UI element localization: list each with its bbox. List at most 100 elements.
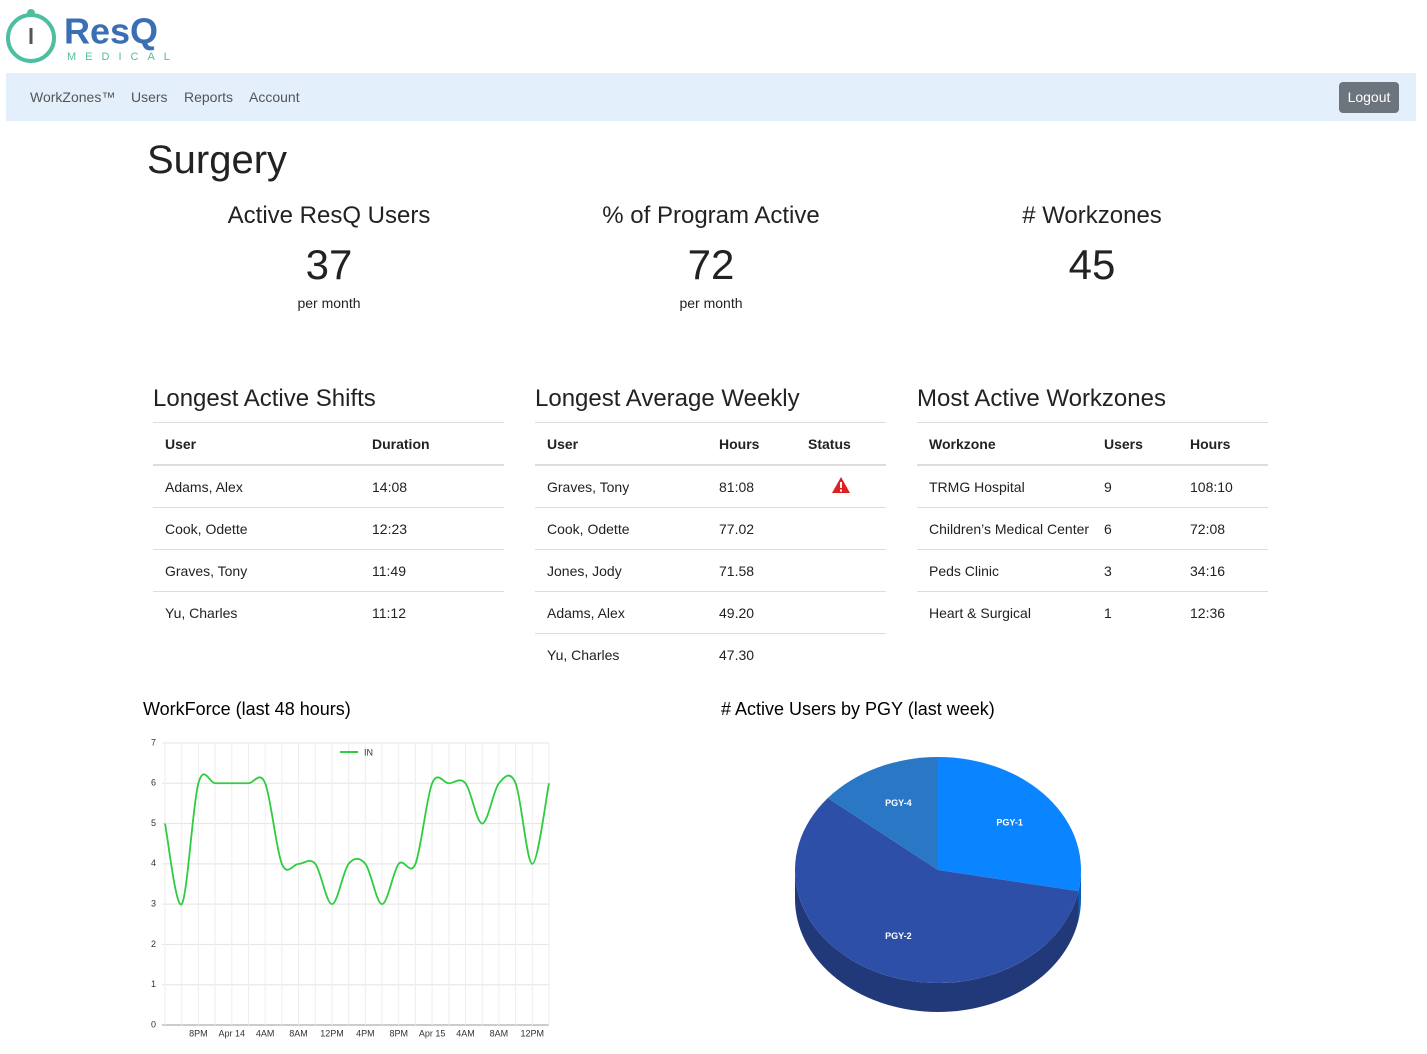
table-cell: Yu, Charles <box>165 604 238 621</box>
page-title: Surgery <box>147 138 288 182</box>
table-cell: Children’s Medical Center <box>929 520 1090 537</box>
column-header: Workzone <box>929 435 996 452</box>
x-tick-label: 12PM <box>521 1028 545 1038</box>
pie-slice <box>938 757 1081 892</box>
column-header: Status <box>808 435 851 452</box>
table-cell: 12:23 <box>372 520 408 537</box>
logo-icon <box>27 9 35 17</box>
table-cell: 9 <box>1104 478 1112 495</box>
x-tick-label: 12PM <box>320 1028 344 1038</box>
table-cell: Adams, Alex <box>547 604 625 621</box>
stat-unit: per month <box>679 295 743 311</box>
y-tick-label: 4 <box>151 858 156 868</box>
table-cell: 12:36 <box>1190 604 1226 621</box>
y-tick-label: 7 <box>151 737 156 747</box>
column-header: Hours <box>719 435 760 452</box>
logo: ResQ MEDICAL <box>6 9 170 63</box>
x-tick-label: 4AM <box>256 1028 275 1038</box>
y-tick-label: 5 <box>151 818 156 828</box>
table-title: Longest Average Weekly <box>535 385 886 423</box>
table-cell: 11:12 <box>372 604 406 621</box>
table-cell: Jones, Jody <box>547 562 622 579</box>
column-header: User <box>547 435 579 452</box>
column-header: Duration <box>372 435 430 452</box>
data-table: Longest Average Weekly User Hours Status Gra… <box>535 385 886 675</box>
table-row: Children’s Medical Center 6 72:08 <box>917 508 1268 550</box>
line-series <box>164 773 550 906</box>
table-cell: 47.30 <box>719 646 755 663</box>
x-tick-label: 8PM <box>189 1028 208 1038</box>
table-row: Graves, Tony 81:08 <box>535 466 886 508</box>
stat-unit: per month <box>297 295 361 311</box>
table-row: TRMG Hospital 9 108:10 <box>917 466 1268 508</box>
table-title: Longest Active Shifts <box>153 385 504 423</box>
table-cell: Heart & Surgical <box>929 604 1031 621</box>
column-header: User <box>165 435 197 452</box>
chart-title: WorkForce (last 48 hours) <box>143 699 351 719</box>
table-cell: 6 <box>1104 520 1112 537</box>
table-cell: 14:08 <box>372 478 408 495</box>
table-row: Cook, Odette 12:23 <box>153 508 504 550</box>
warning-icon <box>832 477 850 493</box>
table-cell: 108:10 <box>1190 478 1233 495</box>
table-cell: Cook, Odette <box>547 520 630 537</box>
y-tick-label: 3 <box>151 899 156 909</box>
nav-link[interactable]: Reports <box>184 89 234 105</box>
navbar <box>6 73 1416 121</box>
column-header: Hours <box>1190 435 1231 452</box>
table-header: User Hours Status <box>535 423 886 466</box>
logout-button[interactable]: Logout <box>1339 82 1399 113</box>
table-header: Workzone Users Hours <box>917 423 1268 466</box>
table-cell: 49.20 <box>719 604 755 621</box>
chart-title: # Active Users by PGY (last week) <box>721 699 995 719</box>
table-cell: Yu, Charles <box>547 646 620 663</box>
x-tick-label: 8AM <box>289 1028 308 1038</box>
pie-slice <box>827 757 938 870</box>
stat-value: 37 <box>305 241 353 288</box>
x-tick-label: 4AM <box>456 1028 475 1038</box>
table-row: Heart & Surgical 1 12:36 <box>917 592 1268 633</box>
y-tick-label: 1 <box>151 979 156 989</box>
slice-label: PGY-4 <box>885 798 912 808</box>
x-tick-label: 8AM <box>490 1028 509 1038</box>
table-title: Most Active Workzones <box>917 385 1268 423</box>
table-cell: 11:49 <box>372 562 406 579</box>
table-cell: 81:08 <box>719 478 755 495</box>
slice-label: PGY-2 <box>885 931 912 941</box>
table-row: Graves, Tony 11:49 <box>153 550 504 592</box>
stat-title: Active ResQ Users <box>227 202 431 229</box>
table-cell: Graves, Tony <box>165 562 248 579</box>
pie-side <box>1078 870 1081 921</box>
table-cell: TRMG Hospital <box>929 478 1025 495</box>
table-row: Jones, Jody 71.58 <box>535 550 886 592</box>
data-table: Most Active Workzones Workzone Users Hours T… <box>917 385 1268 633</box>
nav-link[interactable]: WorkZones™ <box>30 89 116 105</box>
nav-link[interactable]: Account <box>249 89 300 105</box>
stat-value: 72 <box>687 241 735 288</box>
table-cell: Graves, Tony <box>547 478 630 495</box>
table-cell: 3 <box>1104 562 1112 579</box>
y-tick-label: 6 <box>151 778 156 788</box>
table-row: Adams, Alex 49.20 <box>535 592 886 634</box>
x-tick-label: 4PM <box>356 1028 375 1038</box>
stat-value: 45 <box>1068 241 1116 288</box>
x-tick-label: 8PM <box>389 1028 408 1038</box>
data-table: Longest Active Shifts User Duration Adams, … <box>153 385 504 633</box>
table-cell: Cook, Odette <box>165 520 248 537</box>
stat-title: # Workzones <box>1022 202 1162 229</box>
x-tick-label: Apr 14 <box>219 1028 246 1038</box>
table-row: Yu, Charles 47.30 <box>535 634 886 675</box>
legend-label: IN <box>364 747 373 757</box>
table-cell: 34:16 <box>1190 562 1226 579</box>
logo-text: ResQ <box>64 11 158 52</box>
x-tick-label: Apr 15 <box>419 1028 446 1038</box>
column-header: Users <box>1104 435 1143 452</box>
table-header: User Duration <box>153 423 504 466</box>
y-tick-label: 2 <box>151 939 156 949</box>
table-cell: Adams, Alex <box>165 478 243 495</box>
table-row: Cook, Odette 77.02 <box>535 508 886 550</box>
table-row: Peds Clinic 3 34:16 <box>917 550 1268 592</box>
nav-link[interactable]: Users <box>131 89 168 105</box>
